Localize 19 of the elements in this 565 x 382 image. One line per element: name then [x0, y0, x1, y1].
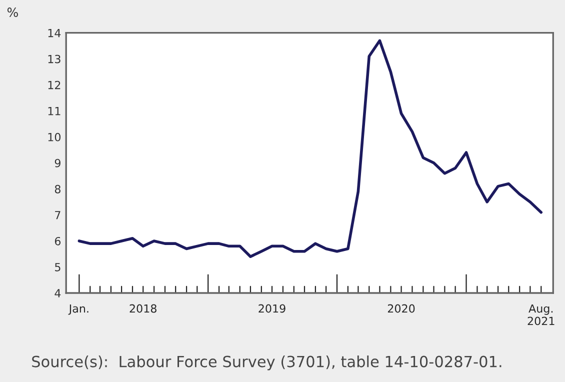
y-tick-label: 12 — [48, 80, 60, 90]
y-tick-label: 7 — [55, 211, 60, 220]
y-tick-label: 10 — [48, 132, 61, 142]
x-tick-label: 2018 — [130, 304, 156, 313]
x-tick-label: 2020 — [388, 304, 415, 313]
y-tick-label: 4 — [54, 289, 61, 298]
y-tick-label: 6 — [54, 236, 61, 246]
y-tick-label: 11 — [48, 107, 60, 116]
y-tick-label: 9 — [54, 158, 60, 168]
x-tick-label: 2019 — [258, 304, 286, 313]
x-tick-label: Jan. — [68, 304, 88, 315]
y-tick-label: 14 — [48, 28, 61, 38]
y-tick-label: 5 — [55, 263, 60, 272]
y-axis-title: % — [7, 8, 18, 17]
source-note: Source(s): Labour Force Survey (3701), table 14-10-0287-01. — [32, 356, 502, 370]
y-tick-label: 8 — [54, 184, 60, 194]
line-series — [78, 39, 543, 258]
y-tick-label: 13 — [48, 54, 60, 64]
x-tick-label: Aug. 2021 — [528, 304, 554, 326]
